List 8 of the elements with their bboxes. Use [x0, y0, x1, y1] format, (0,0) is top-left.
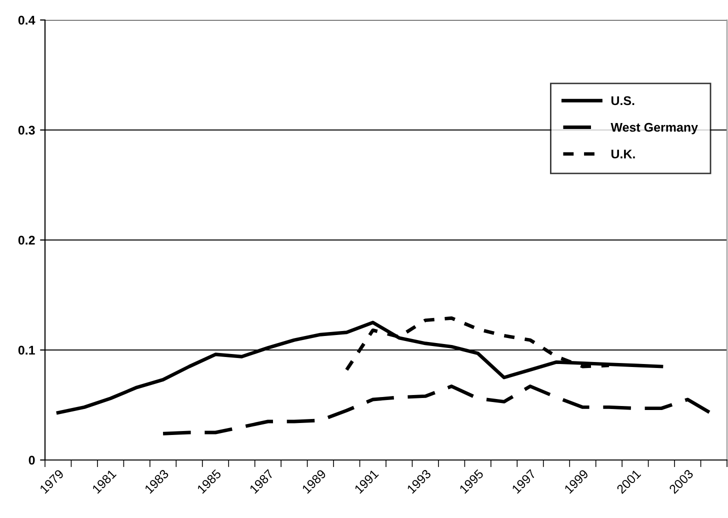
y-tick-label: 0.4: [18, 16, 36, 25]
legend-label: U.S.: [611, 96, 634, 106]
legend-label: West Germany: [610, 122, 698, 134]
y-tick-label: 0.1: [18, 346, 35, 355]
legend-label: U.K.: [611, 150, 635, 158]
y-tick-label: 0.3: [18, 126, 35, 135]
y-tick-label: 0.2: [18, 236, 35, 245]
y-tick-label: 0: [28, 456, 35, 465]
